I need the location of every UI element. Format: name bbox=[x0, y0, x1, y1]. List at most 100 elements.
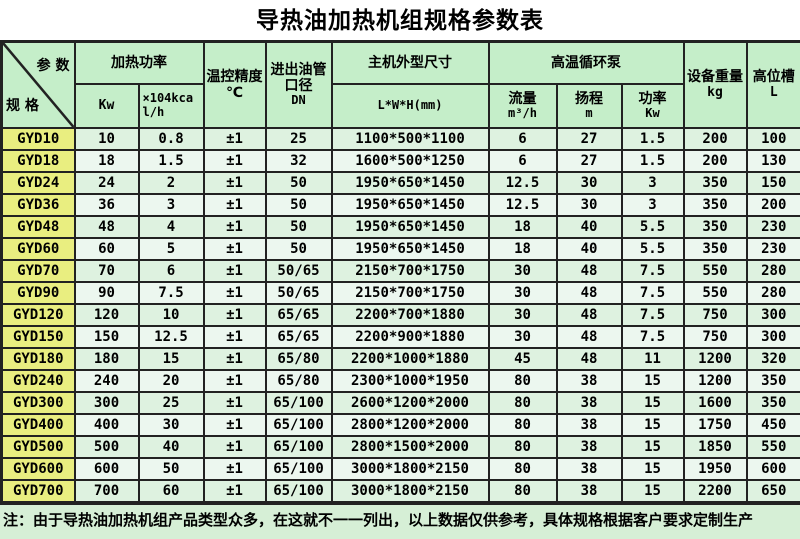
cell: 200 bbox=[745, 193, 800, 217]
cell: 350 bbox=[682, 237, 748, 261]
cell: 48 bbox=[555, 325, 623, 349]
header-flow-unit: m³/h bbox=[508, 106, 537, 121]
cell: 80 bbox=[487, 413, 558, 437]
cell: 2150*700*1750 bbox=[330, 259, 490, 283]
cell: 15 bbox=[620, 457, 685, 481]
cell: 3000*1800*2150 bbox=[330, 457, 490, 481]
row-model: GYD18 bbox=[0, 149, 76, 173]
cell: ±1 bbox=[202, 457, 267, 481]
cell: 350 bbox=[682, 215, 748, 239]
cell: 3 bbox=[620, 193, 685, 217]
cell: 48 bbox=[555, 259, 623, 283]
cell: 2200 bbox=[682, 479, 748, 504]
cell: 30 bbox=[137, 413, 205, 437]
cell: 50 bbox=[137, 457, 205, 481]
header-lwh: L*W*H(mm) bbox=[330, 83, 490, 129]
cell: 750 bbox=[682, 325, 748, 349]
cell: 48 bbox=[555, 347, 623, 371]
header-flow: 流量 m³/h bbox=[487, 83, 558, 129]
cell: ±1 bbox=[202, 171, 267, 195]
header-kcal: ×104kcal/h bbox=[137, 83, 205, 129]
cell: 7.5 bbox=[620, 259, 685, 283]
corner-label-model: 规 格 bbox=[6, 97, 39, 114]
cell: 18 bbox=[487, 215, 558, 239]
cell: 450 bbox=[745, 413, 800, 437]
cell: 5 bbox=[137, 237, 205, 261]
cell: 10 bbox=[73, 127, 140, 151]
cell: 25 bbox=[264, 127, 333, 151]
header-tank: 高位槽 L bbox=[745, 40, 800, 129]
row-model: GYD120 bbox=[0, 303, 76, 327]
cell: 65/100 bbox=[264, 435, 333, 459]
cell: 30 bbox=[487, 259, 558, 283]
table-row: GYD18 18 1.5 ±1 32 1600*500*1250 6 27 1.5 200 130 bbox=[0, 149, 800, 173]
cell: 2800*1200*2000 bbox=[330, 413, 490, 437]
cell: 1950*650*1450 bbox=[330, 215, 490, 239]
cell: 750 bbox=[682, 303, 748, 327]
cell: 150 bbox=[73, 325, 140, 349]
cell: 350 bbox=[745, 369, 800, 393]
cell: 550 bbox=[682, 259, 748, 283]
cell: 15 bbox=[620, 413, 685, 437]
cell: 18 bbox=[73, 149, 140, 173]
row-model: GYD24 bbox=[0, 171, 76, 195]
table-row: GYD36 36 3 ±1 50 1950*650*1450 12.5 30 3 350 200 bbox=[0, 193, 800, 217]
cell: 400 bbox=[73, 413, 140, 437]
table-row: GYD60 60 5 ±1 50 1950*650*1450 18 40 5.5 350 230 bbox=[0, 237, 800, 261]
cell: 2200*900*1880 bbox=[330, 325, 490, 349]
header-pipe-unit: DN bbox=[291, 93, 306, 108]
cell: 50/65 bbox=[264, 259, 333, 283]
cell: 3 bbox=[620, 171, 685, 195]
cell: 65/65 bbox=[264, 303, 333, 327]
cell: 24 bbox=[73, 171, 140, 195]
table-row: GYD120 120 10 ±1 65/65 2200*700*1880 30 48 7.5 75… bbox=[0, 303, 800, 327]
cell: 30 bbox=[555, 171, 623, 195]
table-row: GYD600 600 50 ±1 65/100 3000*1800*2150 80 38 15 1… bbox=[0, 457, 800, 481]
cell: 40 bbox=[137, 435, 205, 459]
cell: ±1 bbox=[202, 127, 267, 151]
cell: 350 bbox=[682, 193, 748, 217]
header-pipe-diameter: 进出油管 口径 DN bbox=[264, 40, 333, 129]
cell: 30 bbox=[487, 303, 558, 327]
cell: 7.5 bbox=[620, 281, 685, 305]
cell: 50/65 bbox=[264, 281, 333, 305]
cell: 30 bbox=[487, 281, 558, 305]
cell: 60 bbox=[137, 479, 205, 504]
header-flow-label: 流量 bbox=[508, 91, 537, 108]
cell: 600 bbox=[73, 457, 140, 481]
header-lift: 扬程 m bbox=[555, 83, 623, 129]
cell: 65/100 bbox=[264, 413, 333, 437]
cell: 32 bbox=[264, 149, 333, 173]
table-row: GYD70 70 6 ±1 50/65 2150*700*1750 30 48 7.5 550 28… bbox=[0, 259, 800, 283]
cell: ±1 bbox=[202, 391, 267, 415]
cell: ±1 bbox=[202, 347, 267, 371]
page-title: 导热油加热机组规格参数表 bbox=[256, 8, 544, 34]
header-pipe-line1: 进出油管 bbox=[270, 62, 327, 78]
cell: 1950 bbox=[682, 457, 748, 481]
cell: 50 bbox=[264, 237, 333, 261]
cell: 38 bbox=[555, 479, 623, 504]
cell: 230 bbox=[745, 237, 800, 261]
cell: 500 bbox=[73, 435, 140, 459]
table-row: GYD500 500 40 ±1 65/100 2800*1500*2000 80 38 15 1… bbox=[0, 435, 800, 459]
cell: 350 bbox=[745, 391, 800, 415]
cell: 20 bbox=[137, 369, 205, 393]
cell: 6 bbox=[487, 149, 558, 173]
cell: 15 bbox=[620, 369, 685, 393]
cell: 2800*1500*2000 bbox=[330, 435, 490, 459]
table-row: GYD24 24 2 ±1 50 1950*650*1450 12.5 30 3 350 150 bbox=[0, 171, 800, 195]
cell: 15 bbox=[620, 391, 685, 415]
cell: 30 bbox=[487, 325, 558, 349]
cell: 7.5 bbox=[620, 325, 685, 349]
row-model: GYD240 bbox=[0, 369, 76, 393]
cell: 3 bbox=[137, 193, 205, 217]
header-temp-control-unit: ℃ bbox=[226, 85, 243, 101]
cell: 38 bbox=[555, 391, 623, 415]
cell: 50 bbox=[264, 171, 333, 195]
cell: 1600 bbox=[682, 391, 748, 415]
header-pump-power-unit: Kw bbox=[645, 106, 660, 121]
cell: 12.5 bbox=[137, 325, 205, 349]
cell: 2600*1200*2000 bbox=[330, 391, 490, 415]
cell: 65/100 bbox=[264, 479, 333, 504]
cell: 6 bbox=[487, 127, 558, 151]
